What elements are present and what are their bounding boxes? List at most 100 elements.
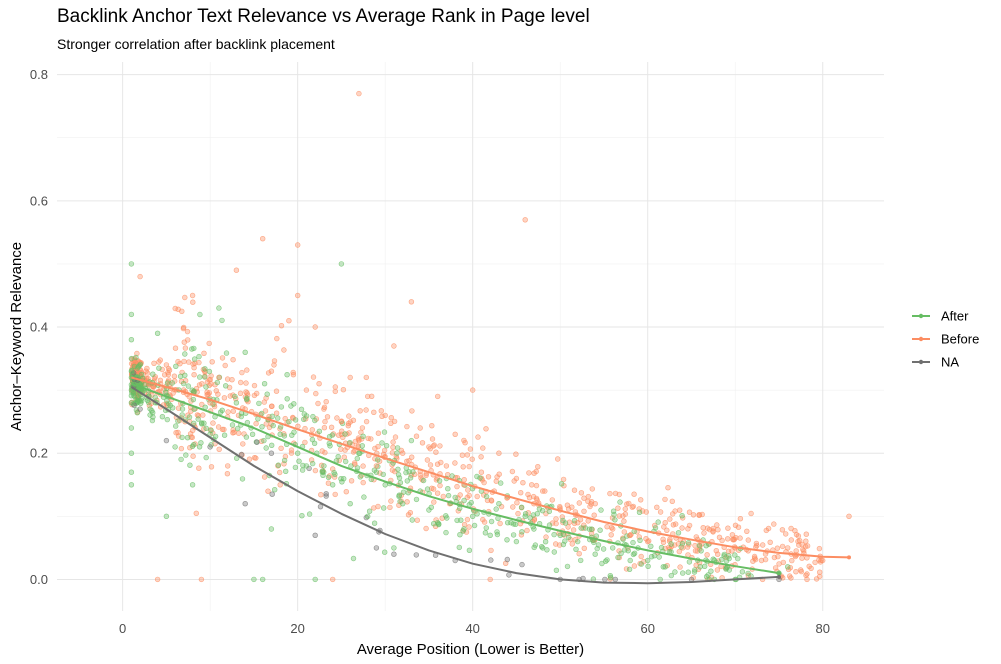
data-point (175, 358, 181, 365)
data-point (310, 374, 317, 380)
data-point (208, 427, 214, 434)
data-point (244, 396, 250, 403)
data-point (407, 475, 414, 481)
data-point (232, 393, 238, 400)
data-point (379, 413, 385, 419)
data-point (278, 323, 285, 329)
data-point (196, 359, 202, 366)
data-point (433, 449, 439, 455)
data-point (264, 391, 270, 397)
data-point (602, 576, 608, 583)
data-point (648, 543, 654, 549)
data-point (131, 363, 138, 370)
data-point (332, 384, 338, 390)
data-point (464, 452, 471, 458)
data-point (485, 474, 492, 480)
data-point (350, 555, 357, 562)
data-point (732, 522, 739, 528)
data-point (454, 483, 460, 490)
data-point (620, 513, 626, 519)
data-point (195, 416, 201, 422)
data-point (359, 425, 366, 431)
legend-label: NA (941, 355, 959, 370)
data-point (552, 541, 559, 547)
data-point (816, 545, 823, 552)
data-point (373, 463, 380, 469)
data-point (471, 522, 478, 529)
legend-label: Before (941, 332, 979, 347)
data-point (457, 492, 463, 498)
data-point (221, 395, 228, 401)
data-point (342, 447, 348, 453)
data-point (799, 555, 805, 561)
data-point (758, 557, 765, 564)
data-point (166, 401, 172, 407)
data-point (685, 552, 691, 558)
data-point (275, 415, 281, 421)
data-point (348, 478, 355, 484)
data-point (260, 236, 266, 242)
data-point (409, 454, 415, 460)
data-point (779, 527, 786, 533)
data-point (407, 510, 413, 516)
data-point (281, 347, 287, 353)
data-point (481, 479, 487, 486)
data-point (219, 317, 225, 324)
data-point (708, 568, 714, 574)
data-point (306, 511, 313, 517)
data-point (179, 434, 185, 441)
data-point (610, 508, 617, 514)
data-point (609, 526, 616, 532)
data-point (316, 381, 322, 387)
data-point (214, 379, 221, 386)
data-point (163, 437, 170, 444)
data-point (223, 350, 230, 356)
data-point (321, 406, 327, 412)
data-point (621, 518, 627, 524)
y-tick-label: 0.2 (30, 446, 48, 461)
data-point (199, 381, 205, 387)
data-point (408, 299, 415, 305)
data-point (493, 506, 499, 512)
data-point (242, 349, 248, 355)
data-point (171, 373, 178, 379)
data-point (388, 498, 394, 504)
data-point (526, 495, 533, 501)
data-point (209, 359, 215, 365)
data-point (261, 474, 268, 480)
data-point (313, 390, 319, 397)
x-tick-label: 0 (119, 621, 126, 636)
data-point (309, 427, 315, 433)
data-point (327, 443, 333, 449)
data-point (549, 497, 555, 503)
data-point (505, 519, 511, 526)
data-point (283, 468, 289, 474)
data-point (388, 415, 394, 421)
data-point (515, 510, 521, 517)
data-point (133, 354, 139, 361)
data-point (388, 420, 394, 426)
data-point (406, 469, 412, 475)
data-point (539, 545, 546, 551)
data-point (366, 508, 373, 514)
data-point (744, 528, 750, 534)
data-point (608, 532, 614, 538)
data-point (282, 415, 288, 422)
trend-lines (130, 376, 851, 585)
data-point (637, 537, 643, 543)
data-point (310, 460, 316, 467)
data-point (426, 507, 432, 513)
data-point (564, 502, 571, 508)
data-point (700, 524, 706, 531)
data-point (607, 572, 613, 579)
data-point (597, 527, 603, 533)
data-point (675, 530, 682, 536)
data-point (464, 516, 471, 523)
data-point (715, 526, 721, 533)
data-point (660, 539, 667, 545)
data-point (565, 534, 572, 540)
data-point (321, 425, 328, 431)
data-point (277, 482, 283, 488)
data-point (789, 557, 795, 564)
data-point (714, 522, 720, 528)
